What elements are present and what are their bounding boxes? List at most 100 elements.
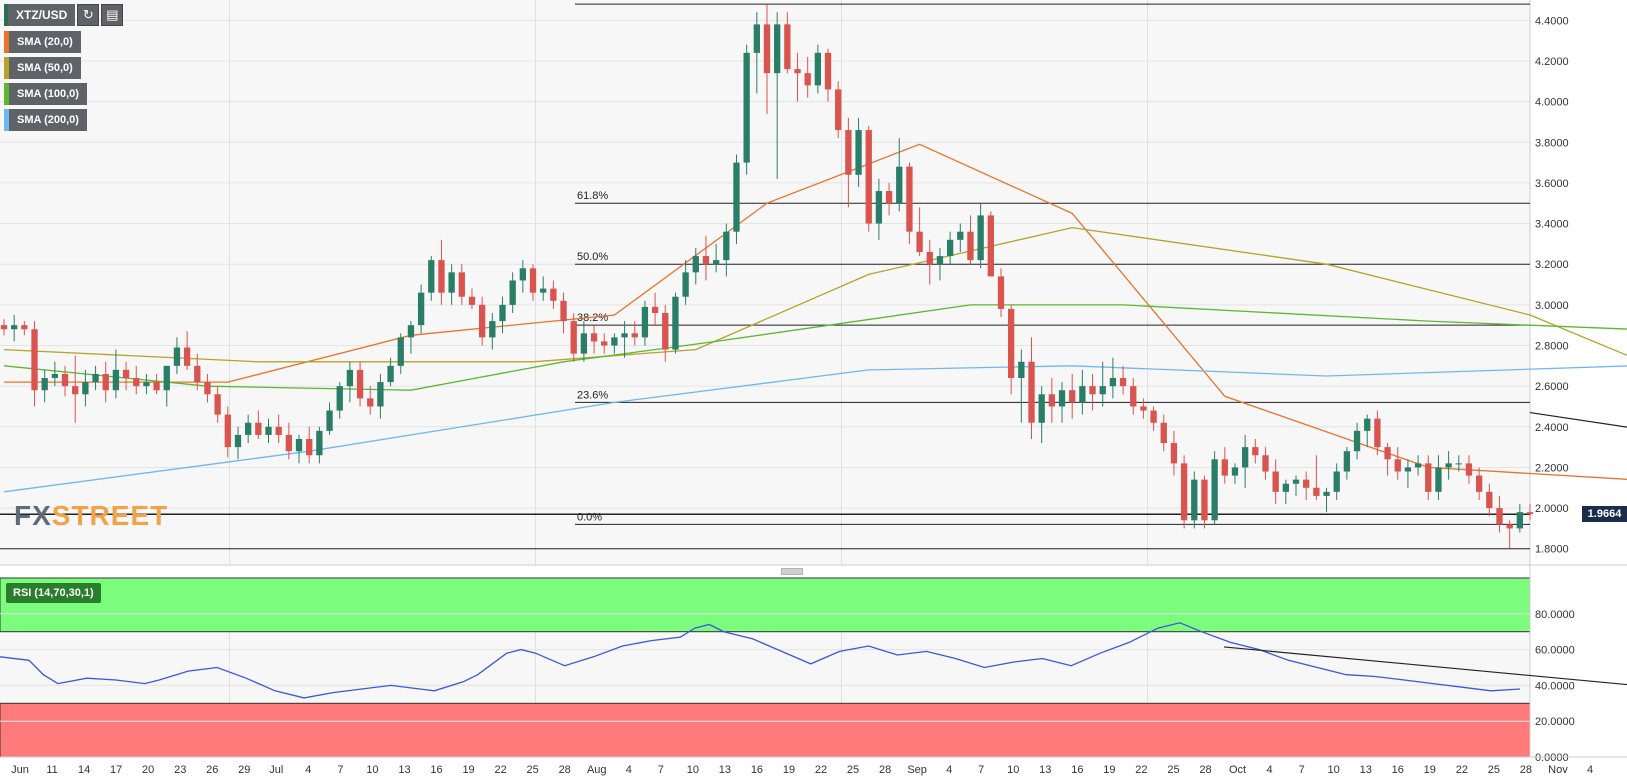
candle-body (845, 130, 852, 175)
bar-chart-icon[interactable]: ▤ (101, 4, 124, 26)
candle-body (651, 306, 659, 313)
time-tick-label: Sep (907, 764, 927, 776)
candle (855, 117, 862, 187)
time-tick-label: Nov (1548, 764, 1568, 776)
candle (946, 231, 954, 265)
candle-body (580, 333, 588, 354)
candle (957, 223, 964, 253)
candle-body (702, 256, 710, 265)
candle-body (1028, 361, 1035, 423)
candle (265, 418, 272, 444)
rsi-indicator-label[interactable]: RSI (14,70,30,1) (6, 583, 101, 603)
pane-resize-handle[interactable] (781, 568, 803, 575)
candle-body (295, 438, 303, 452)
time-tick-label: 16 (1392, 764, 1404, 776)
candle-body (1414, 463, 1422, 468)
candle (794, 52, 801, 102)
candle-body (245, 422, 252, 435)
candle-body (662, 312, 669, 350)
candle (875, 178, 883, 240)
symbol-selector[interactable]: XTZ/USD ↻ ▤ (4, 4, 124, 26)
candle-body (112, 369, 120, 391)
candle (1140, 398, 1147, 419)
candle (204, 373, 211, 403)
candle-body (1526, 512, 1534, 515)
time-tick-label: 29 (238, 764, 250, 776)
candle (1069, 373, 1076, 419)
candle (41, 369, 48, 403)
indicator-sma-100-label[interactable]: SMA (100,0) (4, 83, 87, 105)
candle-body (1486, 491, 1493, 509)
candle-body (774, 24, 781, 74)
price-tick-label: 3.2000 (1535, 259, 1569, 271)
candle-body (1099, 386, 1106, 395)
candle-body (1364, 418, 1371, 431)
candle (377, 373, 384, 419)
candle (611, 333, 618, 354)
time-tick-label: 20 (142, 764, 154, 776)
candle (306, 426, 313, 464)
indicator-sma-100[interactable]: SMA (100,0) (4, 83, 123, 105)
refresh-icon[interactable]: ↻ (77, 4, 100, 26)
time-tick-label: 4 (626, 764, 632, 776)
candle-body (1292, 479, 1300, 484)
candle-body (1018, 361, 1025, 379)
candle (1414, 455, 1422, 476)
candle-body (509, 280, 516, 305)
indicator-sma-20[interactable]: SMA (20,0) (4, 31, 123, 53)
indicator-sma-200[interactable]: SMA (200,0) (4, 109, 123, 131)
candle (1282, 479, 1289, 505)
candle (550, 280, 557, 309)
candle (1130, 378, 1137, 415)
fib-label: 61.8% (577, 190, 608, 202)
price-tick-label: 4.4000 (1535, 15, 1569, 27)
candle-body (1241, 447, 1249, 468)
candle (1099, 361, 1106, 407)
candle-body (11, 325, 18, 330)
rsi-ticks: 80.0000 60.0000 40.0000 20.0000 0.0000 (0, 609, 1575, 764)
rsi-oversold-zone (0, 702, 1531, 758)
candle-body (611, 337, 618, 346)
indicator-sma-50[interactable]: SMA (50,0) (4, 57, 123, 79)
candle-body (468, 296, 476, 305)
candle (336, 382, 343, 419)
candle (682, 260, 689, 305)
candle-body (265, 426, 272, 435)
candle-body (336, 386, 343, 411)
candle (1435, 455, 1442, 500)
price-tick-label: 4.0000 (1535, 97, 1569, 109)
candle-body (1109, 378, 1117, 387)
candle-body (499, 304, 506, 322)
indicator-sma-200-label[interactable]: SMA (200,0) (4, 109, 87, 131)
time-tick-label: 25 (527, 764, 539, 776)
price-tick-label: 3.4000 (1535, 219, 1569, 231)
candle-body (275, 426, 282, 435)
candle (11, 315, 18, 342)
indicator-sma-50-label[interactable]: SMA (50,0) (4, 57, 81, 79)
time-tick-label: 23 (174, 764, 186, 776)
candle-body (1272, 471, 1279, 492)
candle (1374, 410, 1381, 456)
candle-body (814, 52, 822, 86)
time-axis-labels: Jun 11 14 17 20 23 26 29 Jul 4 7 10 13 16 19 22 25 28 Aug 4… (11, 764, 1593, 776)
candle-body (560, 300, 567, 322)
candle-body (478, 304, 486, 338)
candle-body (835, 89, 842, 131)
candle-body (214, 394, 221, 415)
fibonacci-levels: 100.0% 61.8% 50.0% 38.2% 23.6% 0.0% (575, 0, 1530, 525)
candle-body (865, 130, 872, 224)
candle (672, 292, 679, 354)
chart-legend: XTZ/USD ↻ ▤ SMA (20,0) SMA (50,0) SMA (1… (4, 4, 124, 135)
candle-body (926, 252, 933, 265)
candle (1109, 357, 1117, 399)
candle (407, 321, 415, 354)
candle-body (712, 260, 720, 265)
candle (926, 239, 933, 285)
indicator-sma-20-label[interactable]: SMA (20,0) (4, 31, 81, 53)
symbol-label[interactable]: XTZ/USD (4, 4, 76, 26)
candle-body (1262, 455, 1269, 472)
candle-body (519, 268, 526, 281)
fib-label: 50.0% (577, 251, 608, 263)
candle (1353, 422, 1361, 460)
